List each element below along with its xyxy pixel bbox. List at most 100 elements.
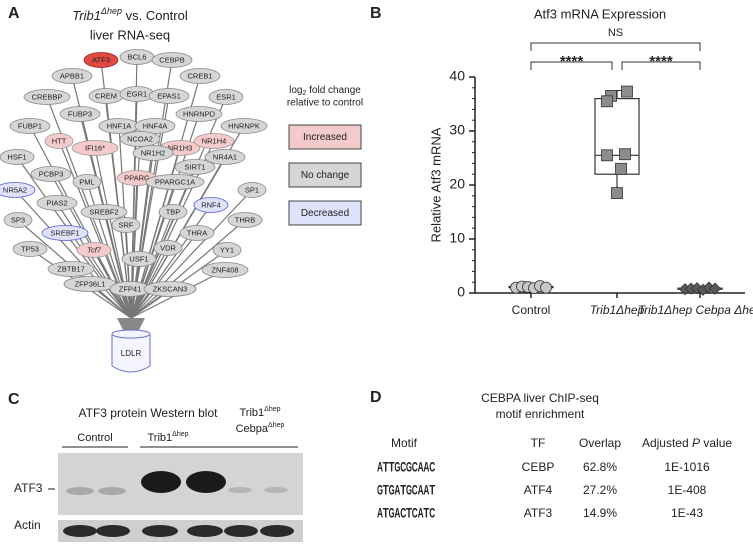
group-sup: Δhep [264, 406, 280, 413]
table-subtitle: motif enrichment [496, 407, 585, 421]
gene-node [148, 88, 190, 104]
gene-label: PPARGC1A [155, 177, 195, 186]
band [264, 487, 288, 493]
legend-swatch [288, 200, 362, 226]
gene-label: CREB1 [187, 71, 212, 80]
legend-title-sub: 2 [302, 90, 306, 97]
motif-letter: A [423, 459, 429, 475]
motif-letter: G [389, 482, 395, 498]
legend-label: No change [301, 170, 350, 181]
gene-node [121, 251, 157, 267]
gene-node [151, 52, 193, 68]
row-label: ATF3 [14, 481, 43, 495]
band [66, 487, 94, 495]
gene-label: SREBF1 [50, 228, 79, 237]
gene-node [193, 197, 229, 213]
gene-label: IFI16* [85, 143, 105, 152]
tf-cell: ATF4 [524, 483, 553, 497]
network: ATF3 BCL6 CEBPB APBB1 CREB1 CREM EGR1 EPAS1 CREB… [0, 49, 362, 373]
gene-node [134, 118, 176, 134]
motif-letter: G [406, 459, 412, 475]
gene-node [59, 106, 101, 122]
gene-node [237, 182, 267, 198]
data-point [621, 85, 633, 98]
gene-node [47, 261, 95, 277]
motif-letter: C [429, 459, 435, 475]
gene-node [174, 159, 216, 175]
gene-label: FUBP1 [18, 121, 42, 130]
gene-label: TP53 [21, 244, 39, 253]
y-tick-label: 0 [457, 284, 465, 300]
target-label: LDLR [121, 349, 142, 358]
motif-letter: T [383, 505, 389, 521]
data-point [615, 162, 627, 175]
legend-label: Increased [303, 132, 347, 143]
overlap-cell: 14.9% [583, 506, 617, 520]
gene-label: EGR1 [127, 89, 147, 98]
x-tick-label: Control [512, 303, 551, 317]
actin-bands [63, 525, 294, 537]
gene-label: THRB [235, 215, 255, 224]
gene-label: NR1H4 [202, 136, 227, 145]
gene-label: APBB1 [60, 71, 84, 80]
motif-letter: A [423, 482, 429, 498]
y-axis-label: Relative Atf3 mRNA [428, 127, 443, 242]
gene-node [143, 281, 197, 297]
gene-label: HTT [52, 136, 67, 145]
group-label: Trib1Δhep [147, 431, 188, 444]
gene-label: SP3 [11, 215, 25, 224]
gene-node [36, 195, 78, 211]
legend-swatch [288, 124, 362, 150]
band [98, 487, 126, 495]
gene-node [0, 149, 35, 165]
legend-title: log2 fold change [289, 85, 361, 97]
gene-label: PIAS2 [46, 198, 67, 207]
gene-label: RNF4 [201, 200, 221, 209]
gene-label: HSF1 [7, 152, 26, 161]
motif-letter: C [412, 505, 418, 521]
box-chart: Atf3 mRNA Expression Relative Atf3 mRNA 0 1… [428, 6, 753, 317]
motif-letter: C [400, 459, 406, 475]
y-tick-label: 20 [449, 176, 465, 192]
title-sup: Δhep [100, 6, 122, 16]
y-tick-label: 40 [449, 68, 465, 84]
gene-label: NR4A1 [213, 152, 237, 161]
gene-label: HNF4A [143, 121, 168, 130]
group-text: Trib1 [147, 432, 172, 444]
edge [130, 189, 253, 319]
edge [103, 211, 132, 319]
motif-letter: T [383, 459, 389, 475]
gene-label: ZFP41 [119, 284, 142, 293]
edge [14, 189, 132, 319]
group-sup: Δhep [268, 422, 284, 429]
x-tick-label: Trib1Δhep [590, 303, 645, 317]
significance-bracket [530, 61, 613, 70]
gene-node [201, 262, 249, 278]
legend-swatch [288, 162, 362, 188]
row-label: Actin [14, 518, 41, 532]
gene-node [44, 133, 74, 149]
tf-cell: CEBP [522, 460, 555, 474]
edge [64, 232, 132, 319]
gene-label: NR1H2 [141, 148, 166, 157]
motif-letter: C [412, 482, 418, 498]
target-node [111, 334, 151, 373]
gene-label: CREM [95, 91, 117, 100]
network-subtitle: liver RNA-seq [90, 27, 170, 42]
gene-label: HNRNPD [183, 109, 216, 118]
motif-letter: G [389, 505, 395, 521]
gene-label: FUBP3 [68, 109, 92, 118]
gene-label: NR5A2 [3, 185, 27, 194]
group-text: Trib1 [239, 407, 264, 419]
motif-letter: A [377, 459, 383, 475]
gene-node [30, 166, 72, 182]
group-text: Cebpa [236, 423, 269, 435]
gene-node [227, 212, 263, 228]
gene-label: THRA [187, 228, 207, 237]
gene-node [153, 240, 183, 256]
gene-label: YY1 [220, 245, 234, 254]
panel-label: B [370, 5, 382, 22]
gene-label: PPARG [124, 173, 150, 182]
gene-node [145, 174, 205, 190]
gene-label: ATF3 [92, 55, 110, 64]
